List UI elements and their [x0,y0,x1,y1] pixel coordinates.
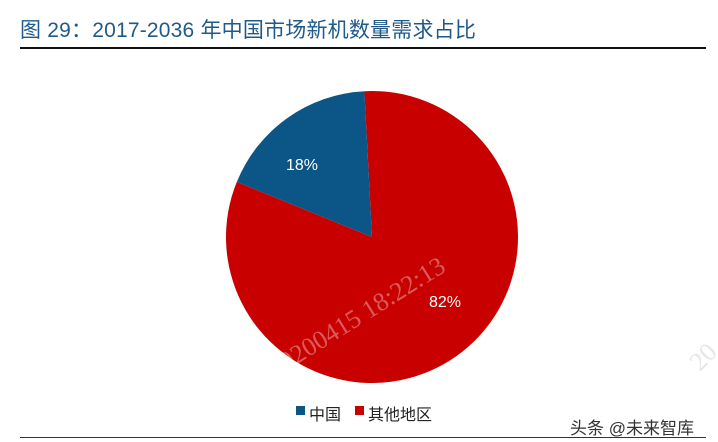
legend-swatch-other [355,405,365,415]
pie-slice-china [236,91,372,237]
title-divider [20,47,706,49]
chart-title: 图 29：2017-2036 年中国市场新机数量需求占比 [20,19,477,42]
bottom-divider [20,437,706,438]
legend-item-other: 其他地区 [355,401,432,425]
source-attribution: 头条 @未来智库 [570,419,694,438]
legend-label-other: 其他地区 [368,407,433,424]
legend-label-china: 中国 [309,407,342,424]
chart-legend: 中国 其他地区 [296,401,446,425]
legend-swatch-china [296,405,305,415]
slice-label-china: 18% [286,157,318,174]
legend-item-china: 中国 [296,401,341,425]
watermark-text-right: 20 [684,337,718,376]
slice-label-other: 82% [429,294,461,311]
